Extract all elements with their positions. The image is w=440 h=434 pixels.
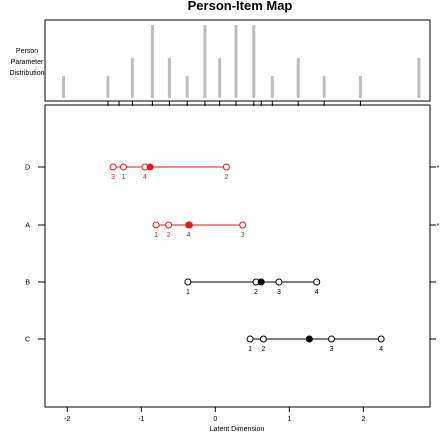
threshold-label: 1 <box>248 346 252 353</box>
x-axis: -2 -1 0 1 2 <box>64 407 365 423</box>
x-axis-label: Latent Dimension <box>210 426 265 433</box>
threshold-label: 4 <box>143 174 147 181</box>
threshold-point <box>239 221 247 229</box>
threshold-label: 2 <box>224 174 228 181</box>
threshold-label: 3 <box>111 174 115 181</box>
threshold-point <box>222 163 230 171</box>
person-distribution-bar <box>234 25 238 98</box>
threshold-point <box>152 221 160 229</box>
person-distribution-bar <box>203 25 207 98</box>
item-location-point <box>257 278 265 286</box>
person-label-line-2: Parameter <box>11 59 44 66</box>
item-row-c: C 1 2 3 4 <box>25 335 436 353</box>
misfit-marker: * <box>437 223 440 230</box>
person-distribution-bar <box>270 76 274 98</box>
threshold-point <box>328 335 336 343</box>
threshold-label: 4 <box>187 232 191 239</box>
person-label-line-1: Person <box>16 48 38 55</box>
x-tick-label: 2 <box>361 416 365 423</box>
items-layer: D3 1 4 2*A1 2 4 3*B1 2 3 4C1 2 3 4 <box>25 163 440 353</box>
item-label: B <box>25 280 30 287</box>
threshold-point <box>313 278 321 286</box>
x-tick-label: -1 <box>138 416 144 423</box>
person-distribution-bar <box>322 76 326 98</box>
threshold-label: 2 <box>254 289 258 296</box>
person-distribution-bar <box>130 57 134 98</box>
threshold-label: 4 <box>379 346 383 353</box>
item-label: C <box>25 337 30 344</box>
threshold-point <box>184 278 192 286</box>
person-distribution-label: Person Parameter Distribution <box>9 48 44 77</box>
person-distribution-bar <box>185 76 189 98</box>
threshold-label: 1 <box>186 289 190 296</box>
threshold-point <box>377 335 385 343</box>
person-distribution-bar <box>417 57 421 98</box>
person-distribution-bars <box>62 25 421 98</box>
person-distribution-bar <box>167 57 171 98</box>
threshold-point <box>246 335 254 343</box>
chart-title: Person-Item Map <box>188 0 293 13</box>
person-distribution-bar <box>358 76 362 98</box>
threshold-point <box>259 335 267 343</box>
threshold-point <box>109 163 117 171</box>
person-distribution-bar <box>62 76 66 98</box>
person-distribution-bar <box>252 25 256 98</box>
misfit-marker: * <box>437 165 440 172</box>
x-tick-label: 1 <box>287 416 291 423</box>
top-panel-frame <box>44 19 431 102</box>
item-row-b: B 1 2 3 4 <box>25 278 436 296</box>
threshold-point <box>165 221 173 229</box>
main-panel-frame <box>44 104 431 408</box>
person-distribution-bar <box>150 25 154 98</box>
person-tick-marks <box>107 101 361 106</box>
person-label-line-3: Distribution <box>9 70 44 77</box>
item-label: D <box>25 165 30 172</box>
item-location-point <box>185 221 193 229</box>
item-label: A <box>25 223 30 230</box>
threshold-label: 3 <box>277 289 281 296</box>
threshold-point <box>119 163 127 171</box>
threshold-label: 2 <box>261 346 265 353</box>
item-row-d: D 3 1 4 2 * <box>25 163 440 181</box>
threshold-label: 2 <box>167 232 171 239</box>
threshold-point <box>275 278 283 286</box>
x-tick-label: 0 <box>213 416 217 423</box>
item-location-point <box>305 335 313 343</box>
item-row-a: A 1 2 4 3 * <box>25 221 440 239</box>
threshold-label: 3 <box>241 232 245 239</box>
person-distribution-bar <box>296 57 300 98</box>
person-distribution-bar <box>106 76 110 98</box>
x-tick-label: -2 <box>64 416 70 423</box>
item-location-point <box>146 163 154 171</box>
threshold-label: 1 <box>154 232 158 239</box>
threshold-label: 1 <box>122 174 126 181</box>
threshold-label: 3 <box>330 346 334 353</box>
threshold-label: 4 <box>315 289 319 296</box>
person-distribution-bar <box>218 57 222 98</box>
